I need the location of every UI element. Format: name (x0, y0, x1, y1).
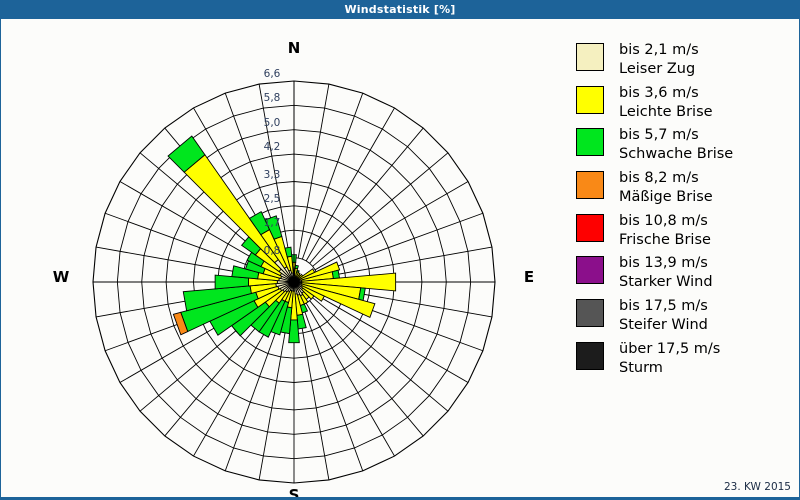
legend-text: bis 17,5 m/s Steifer Wind (619, 297, 708, 335)
legend-speed-label: bis 10,8 m/s (619, 212, 708, 229)
wind-rose-segment (284, 246, 293, 258)
compass-label-west: W (52, 268, 70, 286)
legend-color-swatch (576, 43, 604, 71)
radial-tick-label: 0,8 (263, 244, 281, 257)
legend-text: bis 3,6 m/s Leichte Brise (619, 84, 713, 122)
radial-tick-label: 5,0 (263, 116, 281, 129)
legend-speed-label: über 17,5 m/s (619, 340, 721, 357)
chart-canvas: N S W E 0,8 1,7 2,5 3,3 4,2 5,0 5,8 6,6 bis 2,1… (1, 19, 799, 497)
legend-speed-label: bis 13,9 m/s (619, 255, 708, 272)
legend-name-label: Starker Wind (619, 274, 713, 291)
legend-row[interactable]: bis 8,2 m/s Mäßige Brise (576, 169, 791, 207)
wind-rose-segment (300, 285, 325, 302)
legend-speed-label: bis 2,1 m/s (619, 42, 699, 58)
legend-color-swatch (576, 341, 604, 370)
wind-rose-segment (300, 287, 315, 300)
footer-date: 23. KW 2015 (724, 481, 791, 493)
wind-rose-segment (182, 285, 252, 312)
wind-rose-petals (167, 135, 397, 344)
wind-rose-svg (92, 80, 496, 484)
radial-tick-label: 1,7 (263, 217, 281, 230)
legend-row[interactable]: bis 2,1 m/s Leiser Zug (576, 41, 791, 79)
legend-name-label: Leiser Zug (619, 60, 696, 77)
legend-text: über 17,5 m/s Sturm (619, 340, 720, 378)
legend-name-label: Mäßige Brise (619, 188, 713, 205)
radial-tick-label: 3,3 (263, 168, 281, 181)
wind-rose-segment (172, 311, 189, 336)
legend-speed-label: bis 3,6 m/s (619, 84, 699, 101)
legend-color-swatch (576, 299, 604, 328)
legend-text: bis 2,1 m/s Leiser Zug (619, 41, 699, 79)
legend-row[interactable]: bis 5,7 m/s Schwache Brise (576, 126, 791, 164)
wind-rose-segment (167, 135, 206, 173)
legend-color-swatch (576, 171, 604, 200)
legend-color-swatch (576, 85, 604, 114)
wind-rose-segment (264, 215, 283, 240)
window-title: Windstatistik [%] (344, 3, 456, 16)
legend-row[interactable]: bis 10,8 m/s Frische Brise (576, 212, 791, 250)
legend-color-swatch (576, 128, 604, 157)
wind-rose-segment (248, 210, 271, 236)
legend-speed-label: bis 5,7 m/s (619, 127, 699, 144)
compass-label-south: S (288, 486, 300, 497)
window-titlebar: Windstatistik [%] (0, 0, 800, 19)
wind-rose: N S W E 0,8 1,7 2,5 3,3 4,2 5,0 5,8 6,6 (1, 19, 566, 497)
legend-name-label: Frische Brise (619, 231, 711, 248)
radial-tick-label: 4,2 (263, 141, 281, 154)
legend-row[interactable]: bis 17,5 m/s Steifer Wind (576, 297, 791, 335)
legend: bis 2,1 m/s Leiser Zug bis 3,6 m/s Leichte … (576, 41, 791, 383)
legend-name-label: Leichte Brise (619, 103, 713, 120)
wind-rose-segment (288, 319, 300, 344)
radial-tick-label: 2,5 (263, 192, 281, 205)
wind-rose-segment (231, 265, 260, 280)
legend-speed-label: bis 17,5 m/s (619, 298, 708, 315)
legend-color-swatch (576, 213, 604, 242)
compass-label-north: N (287, 39, 301, 57)
polar-grid (92, 80, 496, 484)
legend-row[interactable]: bis 3,6 m/s Leichte Brise (576, 84, 791, 122)
radial-tick-label: 6,6 (263, 68, 281, 80)
wind-rose-segment (214, 274, 249, 290)
radial-tick-label: 5,8 (263, 92, 281, 105)
legend-name-label: Sturm (619, 359, 663, 376)
wind-rose-segment (296, 269, 300, 273)
legend-text: bis 5,7 m/s Schwache Brise (619, 126, 733, 164)
legend-name-label: Steifer Wind (619, 316, 708, 333)
compass-label-east: E (523, 268, 535, 286)
legend-row[interactable]: über 17,5 m/s Sturm (576, 340, 791, 378)
legend-row[interactable]: bis 13,9 m/s Starker Wind (576, 254, 791, 292)
legend-name-label: Schwache Brise (619, 146, 734, 163)
wind-rose-segment (331, 269, 341, 280)
wind-rose-segment (294, 264, 299, 270)
legend-color-swatch (576, 256, 604, 285)
legend-text: bis 8,2 m/s Mäßige Brise (619, 169, 713, 207)
legend-text: bis 13,9 m/s Starker Wind (619, 254, 713, 292)
legend-text: bis 10,8 m/s Frische Brise (619, 212, 711, 250)
legend-speed-label: bis 8,2 m/s (619, 170, 699, 187)
